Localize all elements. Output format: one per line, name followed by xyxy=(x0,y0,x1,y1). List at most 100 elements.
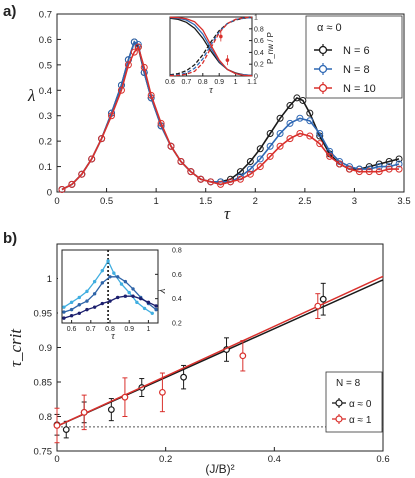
panel-b-x-axis-label: (J/B)² xyxy=(205,462,234,476)
panel-b-inset-data-point xyxy=(154,304,158,308)
panel-b-inset-data-point xyxy=(62,310,66,314)
panel-b-legend-title: N = 8 xyxy=(336,378,361,389)
panel-a-data-point xyxy=(246,165,254,173)
panel-b-inset-x-tick-label: 0.9 xyxy=(124,326,134,333)
panel-b-inset-data-point xyxy=(131,294,135,298)
panel-a-y-tick-label: 0.2 xyxy=(39,137,52,148)
panel-a-data-point xyxy=(236,175,244,183)
panel-a-y-tick-label: 0.6 xyxy=(39,35,52,46)
panel-b-inset-data-point xyxy=(92,305,97,309)
panel-b-data-point xyxy=(314,302,322,310)
panel-b-legend-entries: α ≈ 0 α ≈ 1 xyxy=(332,398,372,426)
panel-a-data-point xyxy=(296,130,304,138)
panel-b-legend-label: α ≈ 0 xyxy=(349,399,372,410)
panel-b-inset-data-point xyxy=(62,316,66,320)
panel-b-inset-x-tick-label: 1 xyxy=(146,326,150,333)
panel-b-y-tick-label: 0.95 xyxy=(34,309,53,320)
panel-a-data-point xyxy=(256,155,264,163)
panel-b-inset-data-point xyxy=(100,268,105,273)
panel-b-inset-data-point xyxy=(115,295,120,300)
panel-b-y-tick-label: 0.75 xyxy=(34,447,53,458)
panel-b-inset-data-point xyxy=(154,307,158,312)
panel-a-data-point xyxy=(217,180,225,188)
panel-b-data-point xyxy=(239,352,247,360)
panel-b-inset-series xyxy=(62,250,158,323)
panel-b-legend-marker xyxy=(335,399,343,407)
panel-b-data-point xyxy=(53,422,61,429)
panel-b-inset-data-point xyxy=(135,300,139,305)
panel-b-inset-data-point xyxy=(100,281,105,285)
panel-a-data-point xyxy=(316,130,324,138)
panel-b-inset-data-point xyxy=(119,282,124,286)
panel-a-data-point xyxy=(365,168,373,176)
panel-b-fit-line xyxy=(56,275,384,427)
panel-a-data-point xyxy=(385,157,393,165)
panel-b-inset-data-point xyxy=(108,275,112,279)
panel-b-data-point xyxy=(107,406,115,414)
panel-a-x-tick-label: 3.5 xyxy=(397,196,410,207)
panel-a: a) 0 0.1 0.2 0.3 0.4 0.5 0.6 0.7 0 0.5 1 1.5 2 2.5 3 3… xyxy=(3,3,411,223)
panel-a-data-point xyxy=(167,142,175,150)
panel-a-data-point xyxy=(345,165,353,173)
panel-b-data-point xyxy=(180,373,187,381)
panel-a-inset-y-tick-label: 0.6 xyxy=(254,38,264,45)
panel-a-x-tick-label: 1 xyxy=(153,196,158,207)
panel-b-inset-data-point xyxy=(69,300,74,305)
panel-a-data-point xyxy=(266,130,274,138)
panel-b-inset-data-point xyxy=(115,275,120,279)
panel-b-inset-data-point xyxy=(69,314,74,318)
panel-b-inset-data-point xyxy=(85,307,89,312)
panel-a-inset-rising-curve xyxy=(169,16,253,77)
panel-b-inset-series-1 xyxy=(62,259,154,315)
panel-a-data-point xyxy=(306,117,314,125)
panel-a-inset-y-tick-label: 0.2 xyxy=(254,62,264,69)
panel-a-data-point xyxy=(306,109,314,117)
panel-a-plot-frame xyxy=(56,13,405,193)
panel-b-inset-data-point xyxy=(77,303,81,307)
panel-a-data-point xyxy=(286,135,294,143)
panel-b-inset-data-point xyxy=(106,259,110,263)
panel-a-legend-entries: N = 6 N = 8 N = 10 xyxy=(314,44,376,95)
panel-b-inset-series-3 xyxy=(62,294,158,320)
panel-a-data-point xyxy=(236,168,244,176)
panel-b: b) 0.75 0.8 0.85 0.9 0.95 1 0 0.2 0.4 0.6 τ_crit… xyxy=(3,230,390,476)
panel-a-data-point xyxy=(246,157,254,165)
panel-a-inset-y-tick-label: 0.8 xyxy=(254,26,264,33)
panel-a-series-3 xyxy=(58,43,403,193)
panel-a-inset-x-label: τ xyxy=(209,85,213,96)
panel-b-inset-x-tick-label: 0.6 xyxy=(67,326,77,333)
panel-a-data-point xyxy=(336,160,344,168)
panel-a-y-tick-label: 0.5 xyxy=(39,60,52,71)
panel-b-legend-marker xyxy=(335,415,343,423)
panel-a-data-point xyxy=(78,170,86,178)
panel-b-legend: N = 8 α ≈ 0 α ≈ 1 xyxy=(325,371,383,433)
panel-a-data-point xyxy=(108,112,116,120)
panel-b-inset-y-tick-label: 0.2 xyxy=(172,321,182,328)
panel-a-legend-label: N = 8 xyxy=(343,64,370,76)
panel-a-series xyxy=(58,38,403,193)
panel-a-data-point xyxy=(395,160,403,168)
panel-a-data-point xyxy=(286,119,294,127)
panel-b-series-2 xyxy=(53,275,384,444)
panel-a-data-point xyxy=(130,48,138,56)
panel-b-x-tick-label: 0.6 xyxy=(376,454,389,465)
panel-a-x-ticks: 0 0.5 1 1.5 2 2.5 3 3.5 xyxy=(54,188,411,207)
panel-a-y-ticks: 0 0.1 0.2 0.3 0.4 0.5 0.6 0.7 xyxy=(39,10,61,199)
panel-a-x-tick-label: 3 xyxy=(352,196,357,207)
panel-b-inset-data-point xyxy=(100,301,105,306)
panel-a-legend-marker xyxy=(318,83,328,93)
panel-a-data-point xyxy=(286,102,294,110)
panel-a-data-point xyxy=(187,168,195,176)
panel-a-y-tick-label: 0.7 xyxy=(39,10,52,21)
panel-b-inset-y-tick-label: 0.8 xyxy=(172,248,182,255)
panel-b-inset-data-point xyxy=(62,305,66,309)
panel-a-inset-y-tick-label: 1 xyxy=(254,15,258,22)
panel-a-data-point xyxy=(117,86,125,94)
panel-a-y-tick-label: 0 xyxy=(47,188,52,199)
panel-a-data-point xyxy=(306,132,314,140)
panel-a-inset-background xyxy=(163,15,260,93)
panel-a-y-tick-label: 0.4 xyxy=(39,86,52,97)
panel-a-inset-series xyxy=(169,16,253,77)
panel-b-label: b) xyxy=(3,230,17,247)
panel-a-data-point xyxy=(246,170,254,178)
